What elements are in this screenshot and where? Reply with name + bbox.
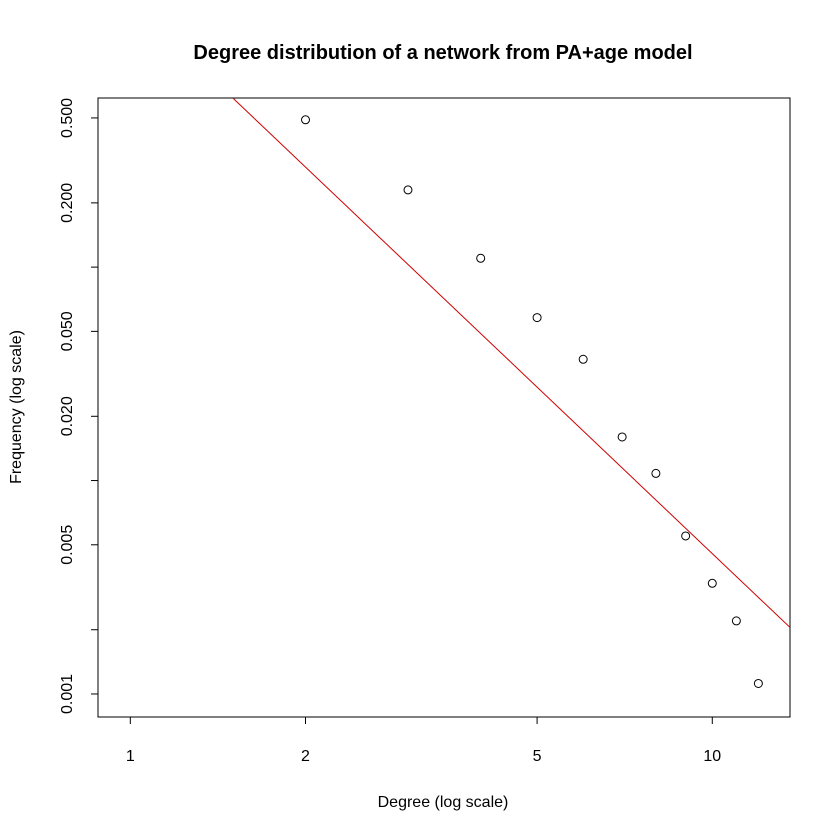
data-point xyxy=(707,578,717,588)
x-axis: 1 2 5 10 xyxy=(126,716,721,765)
data-point xyxy=(476,253,486,263)
y-tick-label: 0.005 xyxy=(59,525,76,565)
data-point xyxy=(617,432,627,442)
y-tick-label: 0.200 xyxy=(59,183,76,223)
data-point xyxy=(753,678,763,688)
y-tick-label: 0.020 xyxy=(59,396,76,436)
x-tick-label: 1 xyxy=(126,748,135,765)
chart-title: Degree distribution of a network from PA… xyxy=(193,42,692,64)
data-point xyxy=(681,531,691,541)
x-axis-label: Degree (log scale) xyxy=(378,794,509,811)
x-tick-label: 10 xyxy=(703,748,721,765)
x-tick-label: 2 xyxy=(301,748,310,765)
y-axis: 0.001 0.005 0.020 0.050 0.200 0.500 xyxy=(59,98,99,714)
data-point xyxy=(731,616,741,626)
x-tick-label: 5 xyxy=(533,748,542,765)
fit-line-layer xyxy=(232,98,790,628)
data-point xyxy=(532,313,542,323)
y-axis-label: Frequency (log scale) xyxy=(8,330,25,484)
points-layer xyxy=(301,115,763,688)
data-point xyxy=(651,468,661,478)
plot-box xyxy=(97,97,791,718)
y-tick-label: 0.050 xyxy=(59,311,76,351)
fit-line xyxy=(232,98,790,628)
y-tick-label: 0.500 xyxy=(59,98,76,138)
data-point xyxy=(301,115,311,125)
y-tick-label: 0.001 xyxy=(59,674,76,714)
data-point xyxy=(578,354,588,364)
data-point xyxy=(403,185,413,195)
